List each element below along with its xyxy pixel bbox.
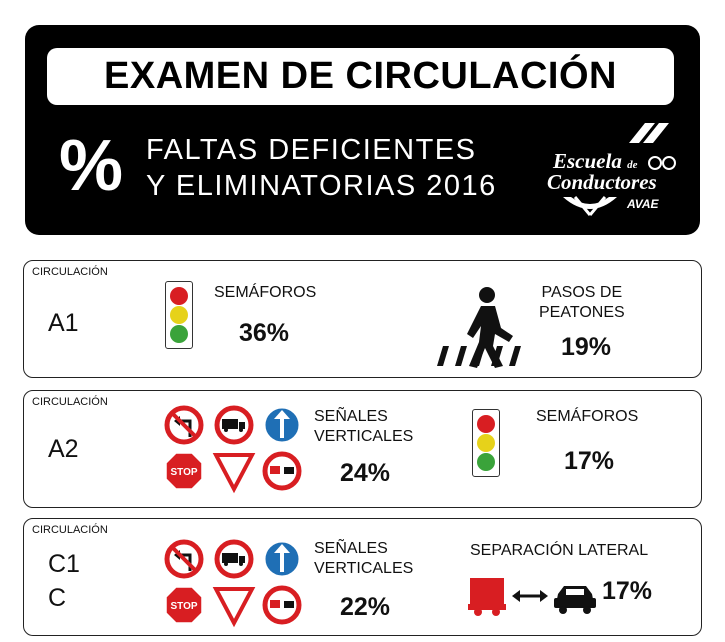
school-logo: Escuela de Conductores AVAE	[545, 117, 685, 217]
subtitle-line2: Y ELIMINATORIAS 2016	[146, 170, 497, 202]
traffic-light-icon	[472, 409, 500, 477]
subtitle: FALTAS DEFICIENTES Y ELIMINATORIAS 2016	[146, 132, 497, 204]
item2-label: SEMÁFOROS	[536, 408, 639, 425]
item-value: 24%	[340, 459, 391, 487]
traffic-signs-group: STOP	[164, 405, 302, 494]
item-value: 22%	[340, 593, 391, 621]
item2-value: 19%	[561, 333, 612, 361]
category-label: CIRCULACIÓN	[32, 266, 108, 278]
traffic-signs-group: STOP	[164, 539, 302, 628]
item2-value: 17%	[564, 447, 615, 475]
logo-stripes-icon	[563, 123, 676, 216]
no-overtaking-trucks-sign-icon	[262, 585, 302, 625]
category-label: CIRCULACIÓN	[32, 524, 108, 536]
no-left-turn-sign-icon	[164, 539, 204, 579]
logo-line2: Conductores	[547, 170, 657, 194]
lateral-separation-icons	[468, 578, 596, 616]
row-a2: CIRCULACIÓN A2 STOP	[23, 390, 702, 508]
category: A1	[48, 309, 79, 337]
no-trucks-sign-icon	[214, 405, 254, 445]
item-value: 36%	[239, 319, 290, 347]
traffic-light-icon	[165, 281, 193, 349]
no-left-turn-sign-icon	[164, 405, 204, 445]
stop-sign-icon: STOP	[165, 452, 203, 490]
page-title: EXAMEN DE CIRCULACIÓN	[104, 55, 617, 97]
item2-value: 17%	[602, 577, 653, 605]
double-arrow-icon	[512, 590, 548, 602]
truck-icon	[468, 578, 506, 616]
category: A2	[48, 435, 79, 463]
category: C1 C	[48, 550, 80, 612]
svg-text:STOP: STOP	[170, 601, 197, 612]
percent-symbol: %	[59, 126, 124, 206]
category-label: CIRCULACIÓN	[32, 396, 108, 408]
item2-label: SEPARACIÓN LATERAL	[470, 542, 649, 559]
stop-sign-icon: STOP	[165, 586, 203, 624]
yield-sign-icon	[212, 453, 256, 494]
item-label: SEMÁFOROS	[214, 284, 317, 301]
ahead-only-sign-icon	[264, 407, 300, 443]
header-banner: EXAMEN DE CIRCULACIÓN % FALTAS DEFICIENT…	[25, 25, 700, 235]
row-a1: CIRCULACIÓN A1 SEMÁFOROS 36% PASOS DE PEA…	[23, 260, 702, 378]
no-overtaking-trucks-sign-icon	[262, 451, 302, 491]
title-box: EXAMEN DE CIRCULACIÓN	[47, 48, 674, 105]
item2-label: PASOS DE PEATONES	[539, 284, 625, 321]
item-label: SEÑALES VERTICALES	[314, 540, 414, 577]
logo-brand: AVAE	[627, 197, 659, 211]
no-trucks-sign-icon	[214, 539, 254, 579]
svg-text:STOP: STOP	[170, 467, 197, 478]
car-icon	[554, 586, 596, 614]
item-label: SEÑALES VERTICALES	[314, 408, 414, 445]
ahead-only-sign-icon	[264, 541, 300, 577]
logo-line1: Escuela de	[553, 149, 638, 173]
row-c1-c: CIRCULACIÓN C1 C STOP	[23, 518, 702, 636]
pedestrian-crossing-icon	[437, 287, 521, 368]
subtitle-line1: FALTAS DEFICIENTES	[146, 134, 477, 166]
yield-sign-icon	[212, 587, 256, 628]
